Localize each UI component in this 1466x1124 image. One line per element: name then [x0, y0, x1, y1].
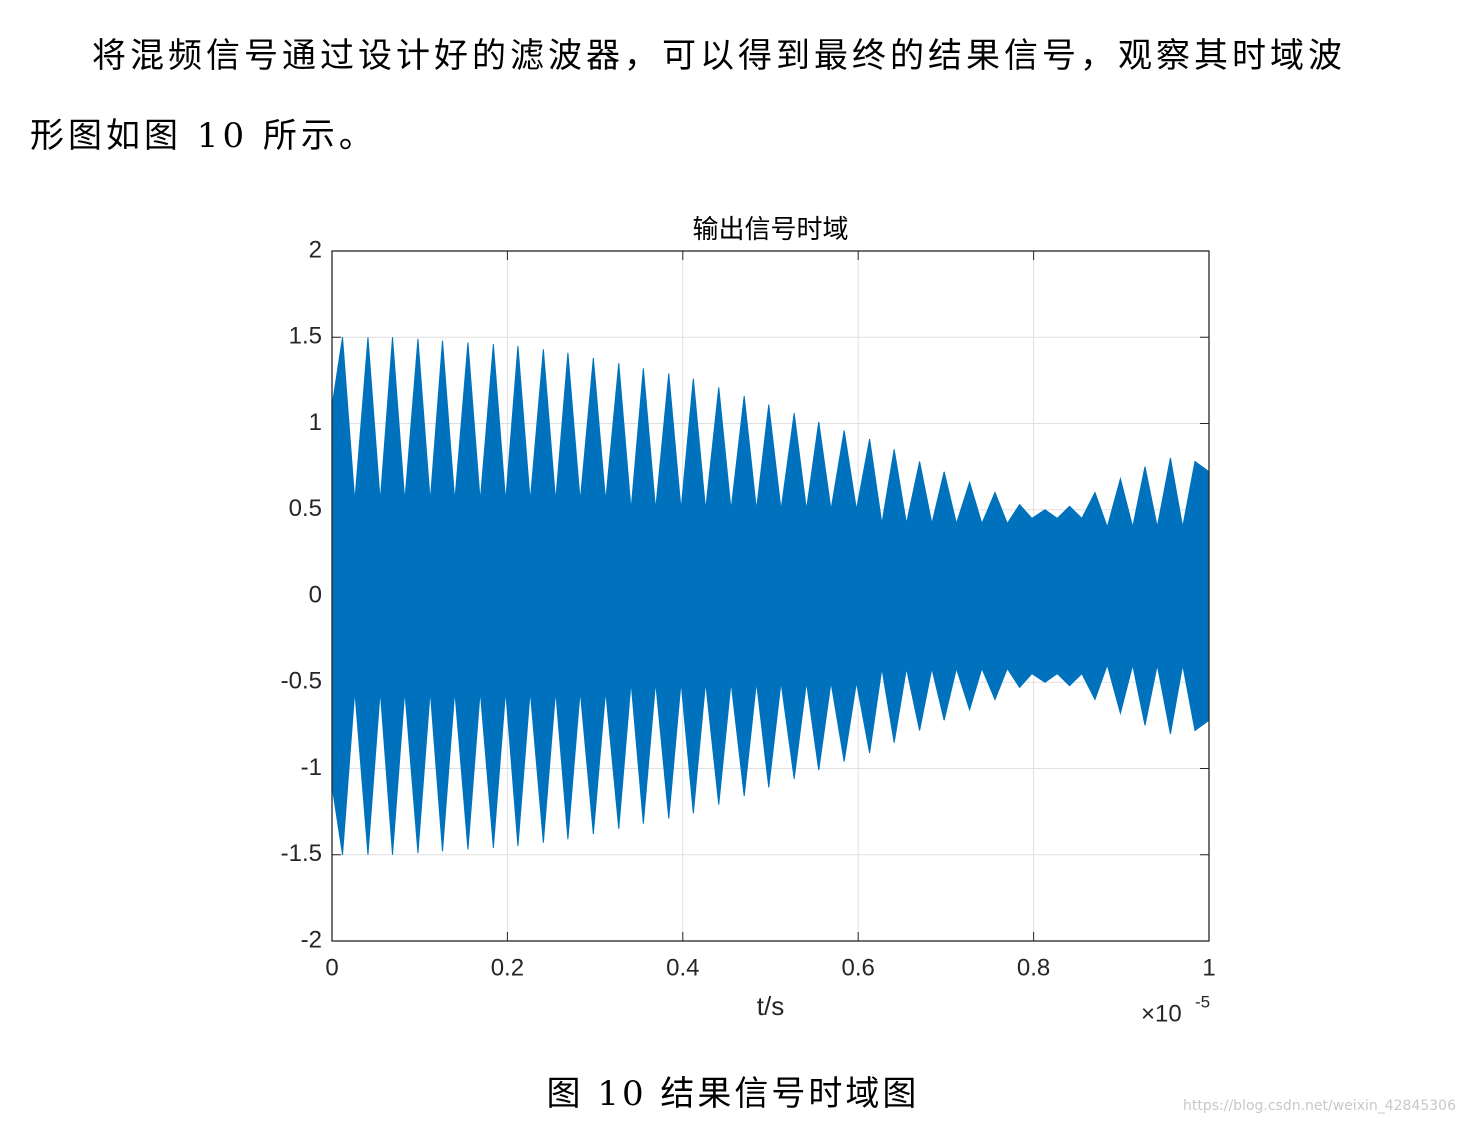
- x-tick-label: 1: [1202, 954, 1215, 981]
- chart: -2 -1.5 -1 -0.5 0 0.5 1 1.5 2 0 0.2 0.4 0.6 0.8 1 输出信号时…: [281, 214, 1216, 1027]
- y-tick-label: -1: [301, 754, 322, 781]
- paragraph-line: 将混频信号通过设计好的滤波器，可以得到最终的结果信号，观察其时域波: [92, 36, 1346, 76]
- y-tick-label: -0.5: [281, 668, 322, 695]
- x-axis-label: t/s: [757, 991, 784, 1021]
- signal-area: [331, 337, 1210, 597]
- paragraph-line: 形图如图 10 所示。: [30, 116, 377, 156]
- signal-area: [331, 595, 1210, 855]
- x-tick-label: 0.2: [491, 954, 524, 981]
- x-multiplier-exponent: -5: [1195, 992, 1210, 1011]
- x-tick-label: 0.4: [666, 954, 699, 981]
- figure-caption: 图 10 结果信号时域图: [546, 1074, 920, 1114]
- x-multiplier: ×10: [1141, 1000, 1182, 1027]
- x-tick-label: 0: [325, 954, 338, 981]
- y-tick-label: -2: [301, 926, 322, 953]
- y-tick-label: 1.5: [289, 323, 322, 350]
- watermark: https://blog.csdn.net/weixin_42845306: [1182, 1098, 1456, 1114]
- y-tick-label: 0.5: [289, 495, 322, 522]
- x-tick-label: 0.6: [842, 954, 875, 981]
- y-tick-label: 0: [309, 581, 322, 608]
- axes-box: [331, 250, 1210, 942]
- y-tick-label: -1.5: [281, 840, 322, 867]
- y-tick-label: 2: [309, 236, 322, 263]
- chart-title: 输出信号时域: [692, 214, 848, 244]
- y-tick-label: 1: [309, 409, 322, 436]
- x-tick-label: 0.8: [1017, 954, 1050, 981]
